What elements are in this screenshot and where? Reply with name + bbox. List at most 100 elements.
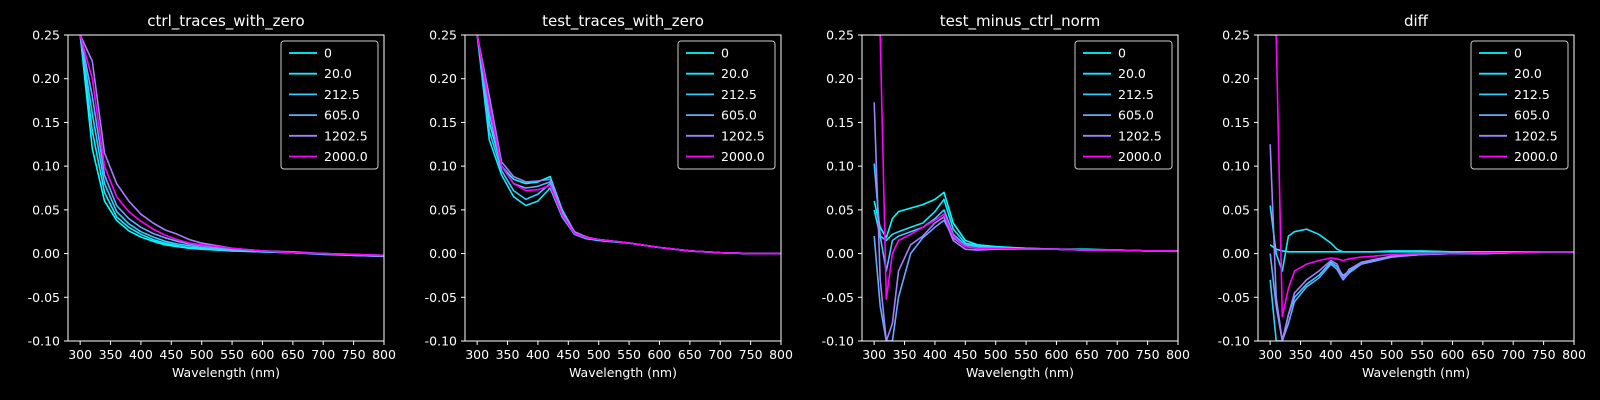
legend-entry: 212.5 [324, 87, 360, 102]
x-tick-label: 300 [1258, 347, 1282, 362]
chart-panel-1: test_traces_with_zero -0.10 -0.05 0.00 0.05 0… [425, 12, 793, 380]
y-tick-label: 0.00 [32, 246, 60, 261]
y-tick-label: 0.10 [1222, 159, 1250, 174]
x-tick-label: 650 [1471, 347, 1495, 362]
y-tick-label: 0.10 [32, 159, 60, 174]
y-tick-label: 0.10 [826, 159, 854, 174]
y-tick-label: 0.05 [429, 202, 457, 217]
y-tick-label: 0.00 [1222, 246, 1250, 261]
x-tick-label: 350 [99, 347, 123, 362]
series-group [79, 35, 384, 257]
plot-frame [67, 34, 385, 342]
x-tick-label: 650 [1075, 347, 1099, 362]
legend-entry: 20.0 [324, 66, 352, 81]
x-tick-label: 750 [739, 347, 763, 362]
legend-entry: 20.0 [1118, 66, 1146, 81]
legend-entry: 2000.0 [324, 149, 368, 164]
x-tick-label: 500 [190, 347, 214, 362]
x-tick-label: 500 [587, 347, 611, 362]
series-line-0 [873, 191, 1178, 252]
legend: 0 20.0 212.5 605.0 1202.5 2000.0 [280, 40, 379, 170]
series-group [476, 35, 781, 255]
y-tick-label: 0.20 [826, 71, 854, 86]
y-tick-label: 0.00 [429, 246, 457, 261]
legend-entry: 1202.5 [721, 128, 765, 143]
series-line-5 [476, 35, 781, 255]
y-tick-label: -0.10 [822, 334, 854, 349]
y-tick-label: 0.25 [429, 28, 457, 43]
legend-entry: 1202.5 [324, 128, 368, 143]
x-tick-label: 800 [1166, 347, 1190, 362]
y-tick-label: 0.15 [826, 115, 854, 130]
x-tick-label: 350 [1289, 347, 1313, 362]
x-tick-label: 700 [311, 347, 335, 362]
x-axis-label: Wavelength (nm) [966, 365, 1074, 380]
x-tick-label: 700 [1105, 347, 1129, 362]
x-tick-label: 400 [1319, 347, 1343, 362]
series-group [873, 35, 1178, 341]
x-tick-label: 800 [1562, 347, 1586, 362]
legend-entry: 605.0 [324, 108, 360, 123]
x-tick-label: 300 [68, 347, 92, 362]
x-tick-label: 450 [1349, 347, 1373, 362]
legend-entry: 605.0 [1514, 108, 1550, 123]
chart-title: test_traces_with_zero [542, 12, 704, 31]
legend-entry: 2000.0 [1514, 149, 1558, 164]
legend: 0 20.0 212.5 605.0 1202.5 2000.0 [1074, 40, 1173, 170]
legend: 0 20.0 212.5 605.0 1202.5 2000.0 [677, 40, 776, 170]
x-tick-label: 600 [1441, 347, 1465, 362]
y-tick-label: 0.05 [32, 202, 60, 217]
y-tick-label: 0.25 [826, 28, 854, 43]
legend-entry: 212.5 [721, 87, 757, 102]
series-line-5 [79, 35, 384, 257]
legend-entry: 0 [721, 46, 729, 61]
legend-entry: 212.5 [1514, 87, 1550, 102]
y-tick-label: 0.25 [32, 28, 60, 43]
chart-title: test_minus_ctrl_norm [940, 12, 1101, 31]
y-tick-label: -0.05 [822, 290, 854, 305]
y-tick-label: 0.20 [429, 71, 457, 86]
y-tick-label: -0.10 [1218, 334, 1250, 349]
y-tick-label: 0.15 [32, 115, 60, 130]
legend-entry: 2000.0 [721, 149, 765, 164]
x-tick-label: 700 [1501, 347, 1525, 362]
chart-title: ctrl_traces_with_zero [147, 12, 304, 31]
x-tick-label: 400 [526, 347, 550, 362]
legend-entry: 0 [1514, 46, 1522, 61]
legend-entry: 2000.0 [1118, 149, 1162, 164]
y-tick-label: 0.15 [429, 115, 457, 130]
y-tick-label: -0.10 [425, 334, 457, 349]
x-tick-label: 500 [984, 347, 1008, 362]
x-tick-label: 700 [708, 347, 732, 362]
legend-entry: 605.0 [1118, 108, 1154, 123]
legend-entry: 20.0 [1514, 66, 1542, 81]
x-tick-label: 450 [159, 347, 183, 362]
legend-entry: 212.5 [1118, 87, 1154, 102]
legend-entry: 0 [324, 46, 332, 61]
legend-entry: 605.0 [721, 108, 757, 123]
x-tick-label: 500 [1380, 347, 1404, 362]
x-tick-label: 400 [923, 347, 947, 362]
series-line-5 [1270, 35, 1574, 318]
y-tick-label: 0.05 [1222, 202, 1250, 217]
y-tick-label: 0.05 [826, 202, 854, 217]
plot-frame [1257, 34, 1575, 342]
x-tick-label: 650 [678, 347, 702, 362]
y-tick-label: -0.10 [28, 334, 60, 349]
y-tick-label: 0.25 [1222, 28, 1250, 43]
y-tick-label: -0.05 [1218, 290, 1250, 305]
chart-title: diff [1404, 12, 1429, 30]
x-axis-label: Wavelength (nm) [569, 365, 677, 380]
x-tick-label: 300 [465, 347, 489, 362]
x-tick-label: 350 [496, 347, 520, 362]
y-tick-label: 0.15 [1222, 115, 1250, 130]
chart-panel-3: diff -0.10 -0.05 0.00 0.05 0.10 0.15 0.20 0.25 30… [1218, 12, 1586, 380]
x-tick-label: 650 [281, 347, 305, 362]
legend-entry: 1202.5 [1514, 128, 1558, 143]
y-tick-label: 0.20 [32, 71, 60, 86]
x-tick-label: 750 [1136, 347, 1160, 362]
x-tick-label: 600 [251, 347, 275, 362]
x-tick-label: 450 [556, 347, 580, 362]
legend-entry: 1202.5 [1118, 128, 1162, 143]
